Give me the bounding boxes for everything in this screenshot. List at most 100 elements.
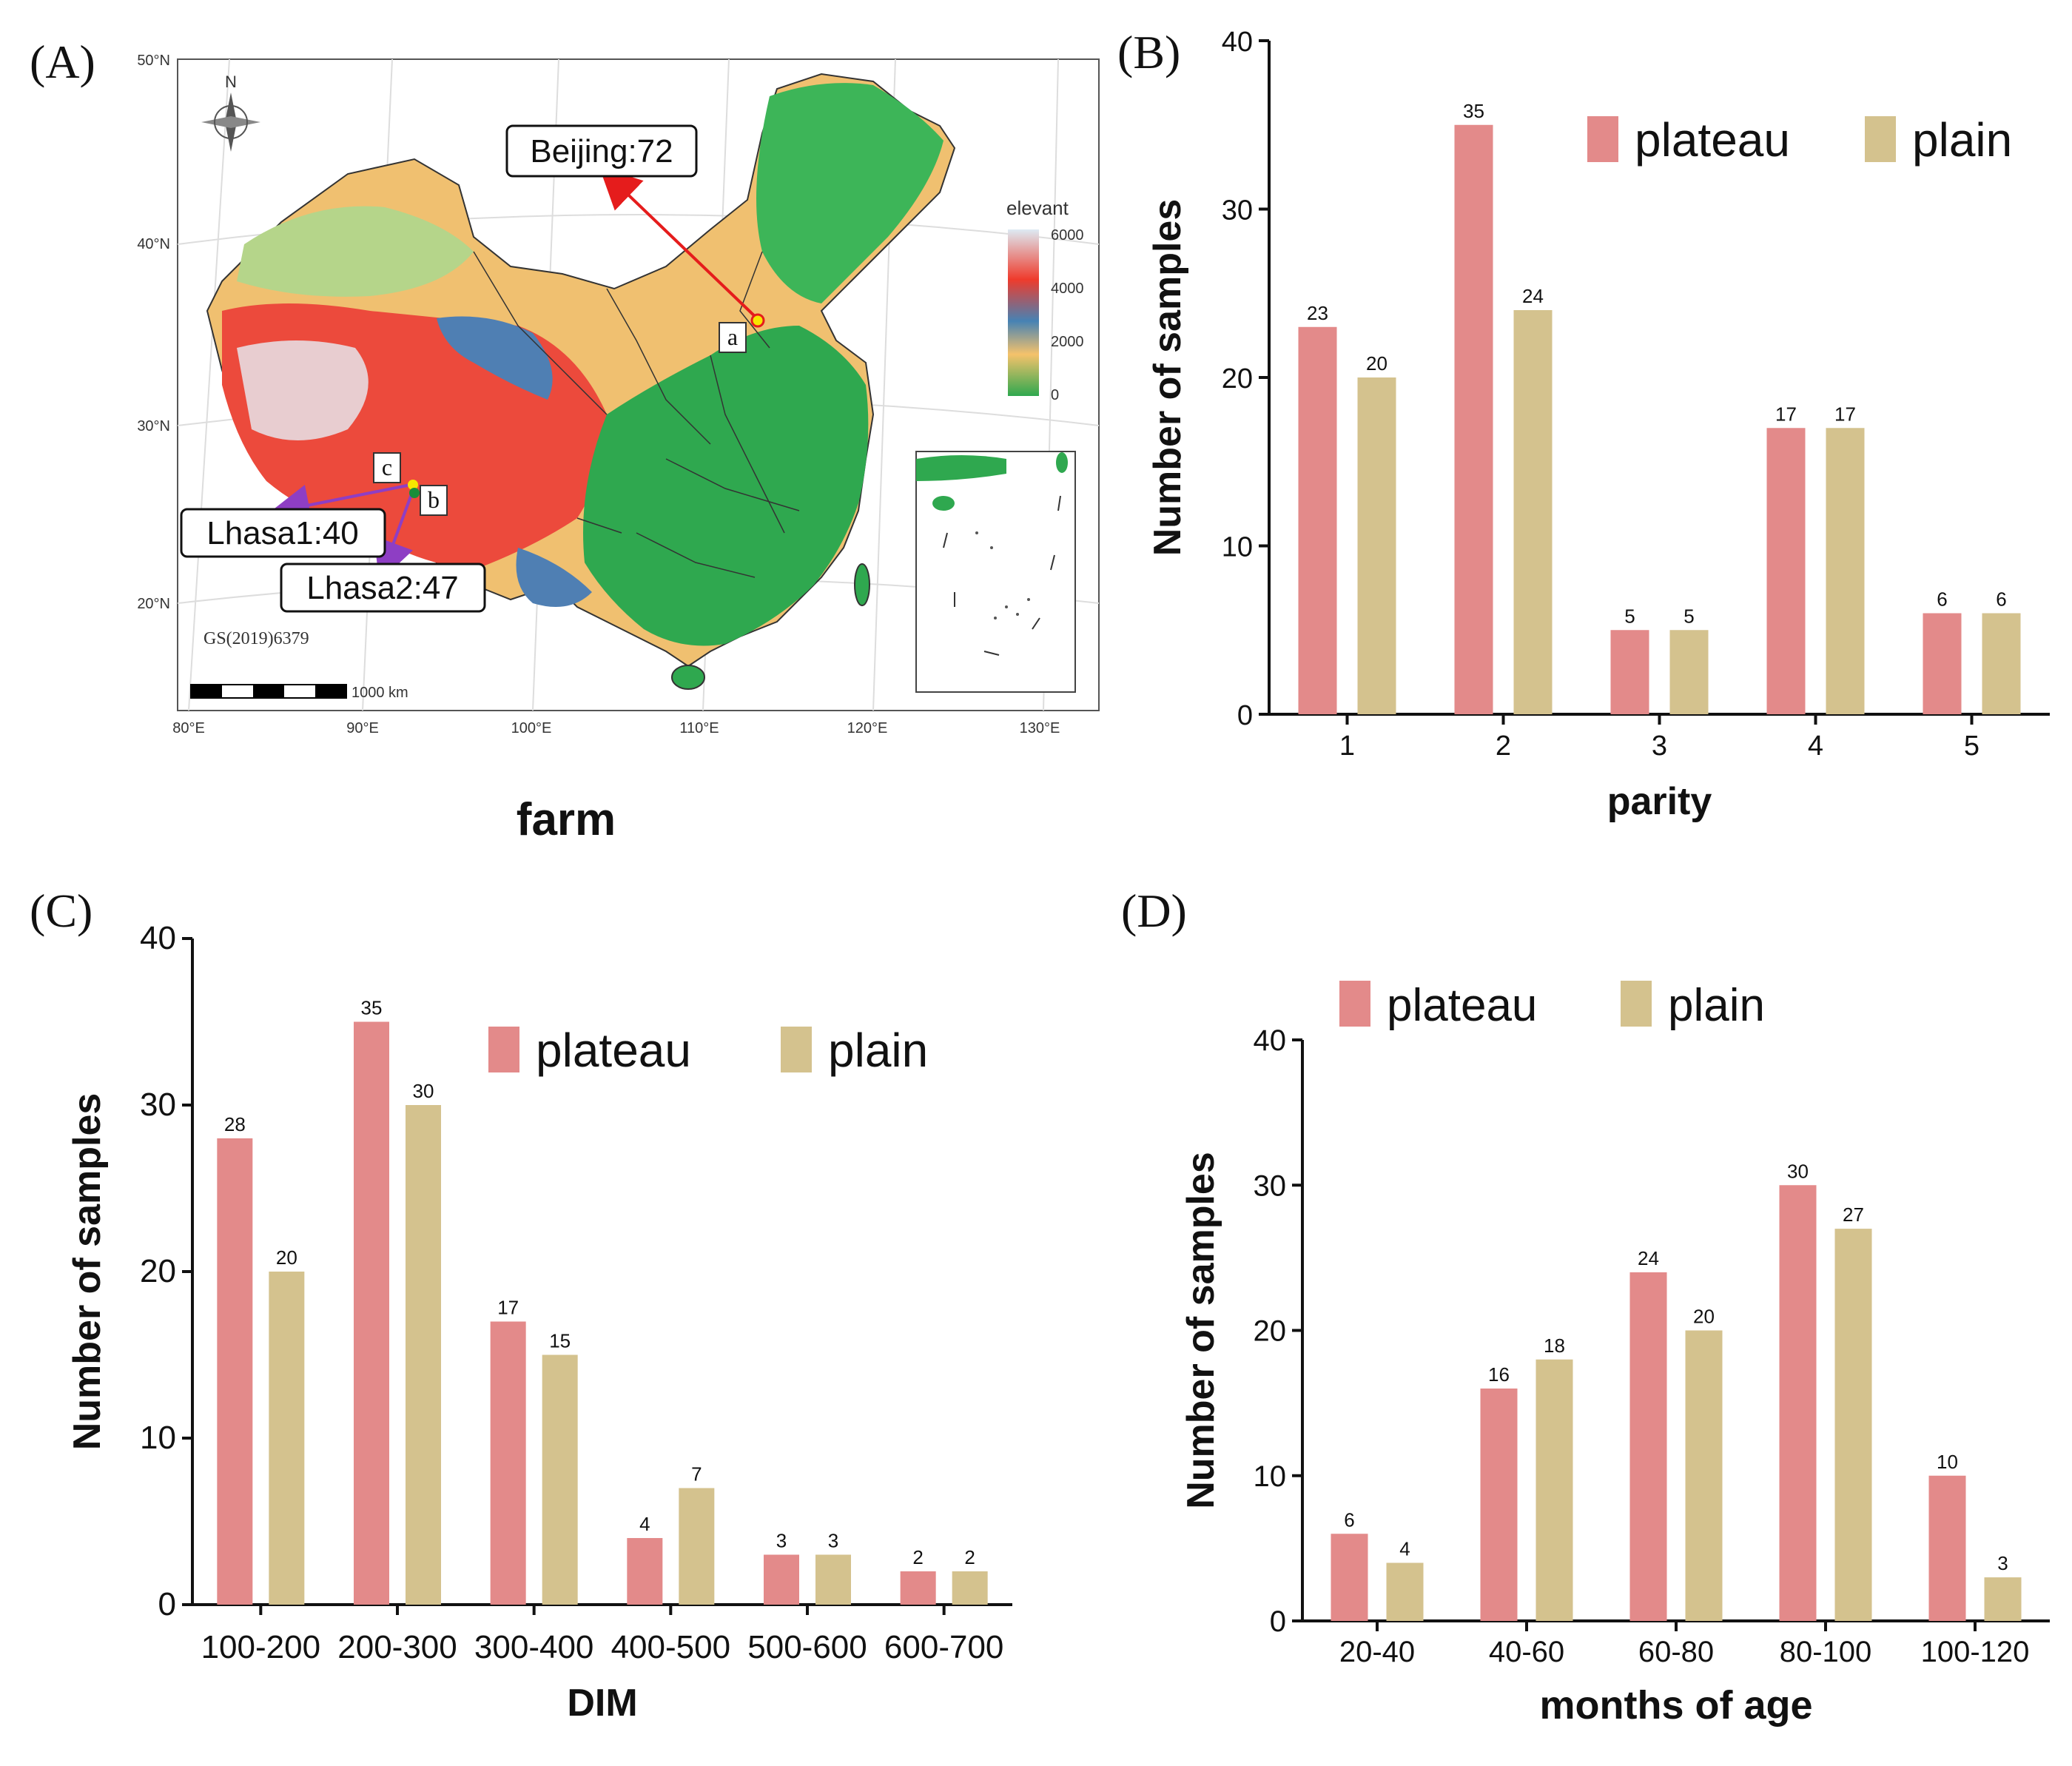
lon-130: 130°E bbox=[1020, 720, 1060, 736]
elevation-legend: elevant 6000 4000 2000 0 bbox=[1006, 197, 1084, 403]
chart-c-xtick-label-100-200: 100-200 bbox=[201, 1629, 320, 1665]
chart-c-xtick-label-200-300: 200-300 bbox=[337, 1629, 457, 1665]
callout-lhasa2: Lhasa2:47 bbox=[280, 563, 486, 613]
chart-b-ylabel: Number of samples bbox=[1146, 199, 1189, 557]
callout-lhasa1-text: Lhasa1:40 bbox=[206, 515, 359, 551]
chart-c-value-label-plain-100-200: 20 bbox=[276, 1246, 297, 1269]
chart-b-bar-plain-2 bbox=[1513, 310, 1553, 714]
chart-c-bar-plain-400-500 bbox=[679, 1488, 715, 1605]
legend-colorbar bbox=[1008, 229, 1039, 396]
site-label-a-box bbox=[719, 322, 747, 353]
chart-b-xlabel: parity bbox=[1607, 780, 1712, 823]
panel-c-label: (C) bbox=[30, 884, 92, 937]
chart-b-value-label-plain-1: 20 bbox=[1366, 352, 1388, 375]
northeast-lowlands bbox=[756, 83, 944, 303]
chart-c-bar-plain-200-300 bbox=[406, 1105, 441, 1605]
lat-50: 50°N bbox=[137, 53, 170, 69]
chart-d-xtick-label-80-100: 80-100 bbox=[1780, 1636, 1872, 1668]
chart-b-ytick-label-40: 40 bbox=[1222, 27, 1253, 58]
chart-c-ytick-label-30: 30 bbox=[140, 1087, 176, 1123]
chart-b-ytick-label-20: 20 bbox=[1222, 363, 1253, 395]
chart-c-bar-plateau-500-600 bbox=[764, 1554, 799, 1605]
chart-b-value-label-plateau-2: 35 bbox=[1463, 100, 1484, 122]
chart-d-value-label-plain-60-80: 20 bbox=[1693, 1306, 1715, 1328]
lon-110: 110°E bbox=[679, 720, 719, 736]
chart-d-value-label-plain-80-100: 27 bbox=[1843, 1203, 1864, 1226]
chart-c-ytick-label-40: 40 bbox=[140, 920, 176, 956]
chart-d-xlabel: months of age bbox=[1539, 1683, 1812, 1728]
chart-c-legend-label-plain: plain bbox=[828, 1024, 928, 1077]
map-lat-labels: 50°N 40°N 30°N 20°N bbox=[137, 53, 170, 612]
site-marker-lhasa2 bbox=[409, 488, 420, 498]
chart-b-xtick-label-1: 1 bbox=[1339, 731, 1355, 762]
chart-c-value-label-plateau-400-500: 4 bbox=[639, 1513, 650, 1535]
chart-d-legend-label-plain: plain bbox=[1668, 980, 1765, 1031]
chart-c-xtick-label-600-700: 600-700 bbox=[884, 1629, 1003, 1665]
chart-b-xtick-label-4: 4 bbox=[1808, 731, 1823, 762]
site-label-c-text: c bbox=[382, 454, 392, 480]
chart-b-bar-plateau-1 bbox=[1298, 326, 1337, 714]
chart-b-xtick-label-3: 3 bbox=[1652, 731, 1667, 762]
chart-d-bar-plateau-60-80 bbox=[1629, 1272, 1667, 1621]
compass-ew bbox=[201, 116, 260, 128]
legend-tick-0: 0 bbox=[1051, 387, 1059, 403]
chart-b-value-label-plain-4: 17 bbox=[1834, 403, 1856, 425]
map-xlabel: farm bbox=[517, 794, 616, 845]
chart-d-value-label-plateau-20-40: 6 bbox=[1344, 1508, 1354, 1531]
chart-d-bar-plateau-80-100 bbox=[1779, 1185, 1817, 1621]
site-label-b: b bbox=[420, 485, 448, 516]
chart-c-value-label-plain-300-400: 15 bbox=[549, 1330, 571, 1352]
lon-80: 80°E bbox=[172, 720, 205, 736]
taiwan-island bbox=[854, 563, 870, 606]
chart-c-bar-plateau-200-300 bbox=[354, 1021, 389, 1605]
chart-d-bar-plain-40-60 bbox=[1536, 1359, 1573, 1621]
lon-100: 100°E bbox=[511, 720, 552, 736]
site-label-c-box bbox=[373, 452, 401, 483]
chart-b-value-label-plain-5: 6 bbox=[1996, 588, 2006, 611]
callout-beijing-box bbox=[505, 124, 698, 178]
chart-c-ylabel: Number of samples bbox=[66, 1093, 109, 1451]
north-arrow: N bbox=[201, 73, 260, 152]
chart-b-value-label-plateau-3: 5 bbox=[1624, 605, 1635, 627]
callout-lhasa1: Lhasa1:40 bbox=[180, 508, 386, 558]
arrow-lhasa2 bbox=[374, 494, 413, 582]
chart-c-value-label-plateau-600-700: 2 bbox=[912, 1546, 923, 1568]
chart-c-legend-swatch-plain bbox=[781, 1027, 812, 1072]
lat-40: 40°N bbox=[137, 236, 170, 252]
tibet-snow bbox=[237, 340, 369, 440]
chart-c-legend-swatch-plateau bbox=[488, 1027, 519, 1072]
arrow-lhasa1 bbox=[268, 483, 411, 526]
chart-c-bar-plateau-600-700 bbox=[900, 1571, 936, 1605]
chart-c-value-label-plain-400-500: 7 bbox=[691, 1463, 702, 1485]
chart-d-bar-plain-20-40 bbox=[1386, 1562, 1424, 1621]
site-label-c: c bbox=[373, 452, 401, 483]
hengduan-blue bbox=[516, 548, 592, 607]
legend-title: elevant bbox=[1006, 197, 1069, 219]
chart-b-value-label-plateau-5: 6 bbox=[1937, 588, 1947, 611]
chart-c-value-label-plateau-100-200: 28 bbox=[224, 1113, 246, 1135]
panel-b-label: (B) bbox=[1117, 26, 1180, 78]
chart-d-bar-plateau-100-120 bbox=[1928, 1475, 1966, 1621]
chart-d-xtick-label-60-80: 60-80 bbox=[1638, 1636, 1714, 1668]
panel-a-map: (A) bbox=[30, 36, 1100, 845]
chart-d-bar-plateau-20-40 bbox=[1331, 1534, 1368, 1621]
chart-d-xtick-label-40-60: 40-60 bbox=[1489, 1636, 1564, 1668]
callout-lhasa2-text: Lhasa2:47 bbox=[306, 570, 459, 606]
chart-d-bar-plain-100-120 bbox=[1984, 1577, 2022, 1621]
chart-b-value-label-plain-3: 5 bbox=[1684, 605, 1694, 627]
chart-d-value-label-plain-20-40: 4 bbox=[1399, 1538, 1410, 1560]
chart-b-legend-swatch-plain bbox=[1865, 116, 1896, 162]
chart-d-value-label-plateau-40-60: 16 bbox=[1488, 1363, 1510, 1386]
chart-b-ytick-label-10: 10 bbox=[1222, 532, 1253, 563]
hainan-island bbox=[671, 665, 705, 690]
callout-beijing-text: Beijing:72 bbox=[530, 133, 673, 169]
chart-c-xtick-label-400-500: 400-500 bbox=[611, 1629, 730, 1665]
chart-d-ytick-label-30: 30 bbox=[1254, 1169, 1287, 1202]
chart-c-xlabel: DIM bbox=[567, 1682, 637, 1725]
chart-b-bar-plateau-5 bbox=[1923, 613, 1962, 714]
chart-d-ytick-label-0: 0 bbox=[1270, 1605, 1286, 1638]
chart-d-value-label-plateau-60-80: 24 bbox=[1638, 1247, 1659, 1269]
eastern-lowlands bbox=[583, 326, 869, 646]
chart-d-legend-label-plateau: plateau bbox=[1387, 980, 1537, 1031]
site-label-a-text: a bbox=[727, 323, 738, 350]
